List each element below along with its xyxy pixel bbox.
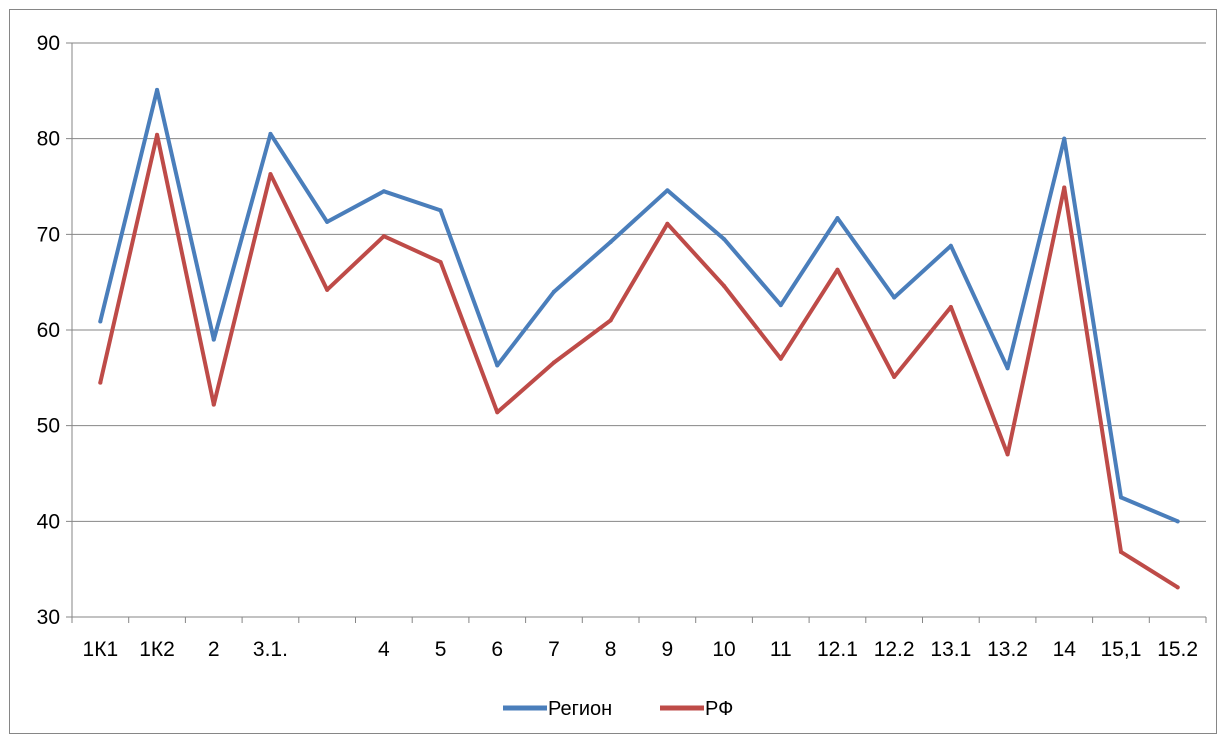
x-tick-label: 11 <box>770 638 792 661</box>
x-tick-labels: 1К1 1К2 2 3.1. 4 5 6 7 8 9 10 11 12.1 12.2 13.1 13.2 14 1… <box>71 617 1207 661</box>
x-tick-label: 3.1. <box>253 638 288 661</box>
series-line-2 <box>98 132 1180 590</box>
data-point <box>211 337 216 342</box>
legend-item-1: Регион <box>503 698 612 720</box>
series-2 <box>98 132 1180 590</box>
legend-label: РФ <box>705 698 733 720</box>
data-point <box>438 260 443 265</box>
data-point <box>1062 136 1067 141</box>
data-point <box>495 410 500 415</box>
x-tick-label: 10 <box>712 638 735 661</box>
data-point <box>1118 549 1123 554</box>
data-point <box>665 221 670 226</box>
x-tick-label: 7 <box>548 638 560 661</box>
y-tick-label: 70 <box>37 223 60 246</box>
data-point <box>948 243 953 248</box>
legend-item-2: РФ <box>660 698 733 720</box>
y-tick-label: 40 <box>37 510 60 533</box>
series-1 <box>98 87 1180 524</box>
x-tick-label: 2 <box>208 638 220 661</box>
data-point <box>155 87 160 92</box>
x-tick-label: 13.1 <box>930 638 971 661</box>
data-point <box>835 267 840 272</box>
series-lines <box>98 87 1180 590</box>
data-point <box>381 189 386 194</box>
x-tick-label: 13.2 <box>987 638 1028 661</box>
x-tick-label: 1К1 <box>83 638 119 661</box>
data-point <box>1005 366 1010 371</box>
data-point <box>1118 495 1123 500</box>
y-tick-label: 50 <box>37 415 60 438</box>
data-point <box>211 402 216 407</box>
series-line-1 <box>98 87 1180 524</box>
data-point <box>551 289 556 294</box>
data-point <box>438 208 443 213</box>
x-tick-label: 15,1 <box>1101 638 1142 661</box>
data-point <box>778 356 783 361</box>
x-tick-label: 12.1 <box>817 638 858 661</box>
data-point <box>325 287 330 292</box>
legend-label: Регион <box>548 698 612 720</box>
data-point <box>892 374 897 379</box>
y-tick-label: 90 <box>37 32 60 55</box>
data-point <box>98 319 103 324</box>
data-point <box>892 295 897 300</box>
y-tick-label: 80 <box>37 128 60 151</box>
data-point <box>608 318 613 323</box>
data-point <box>381 234 386 239</box>
data-point <box>608 239 613 244</box>
data-point <box>268 172 273 177</box>
x-tick-label: 8 <box>605 638 617 661</box>
x-tick-label: 1К2 <box>139 638 175 661</box>
x-tick-label: 14 <box>1053 638 1077 661</box>
y-tick-label: 30 <box>37 606 60 629</box>
data-point <box>722 283 727 288</box>
data-point <box>155 132 160 137</box>
x-tick-label: 4 <box>378 638 390 661</box>
x-tick-label: 15.2 <box>1157 638 1198 661</box>
data-point <box>268 131 273 136</box>
data-point <box>778 303 783 308</box>
data-point <box>98 380 103 385</box>
data-point <box>495 363 500 368</box>
x-tick-label: 9 <box>662 638 674 661</box>
data-point <box>948 305 953 310</box>
y-tick-label: 60 <box>37 319 60 342</box>
x-tick-label: 12.2 <box>874 638 915 661</box>
x-tick-label: 5 <box>435 638 447 661</box>
x-tick-label: 6 <box>491 638 503 661</box>
data-point <box>551 360 556 365</box>
chart-frame <box>9 9 1217 734</box>
data-point <box>1175 585 1180 590</box>
data-point <box>722 237 727 242</box>
y-tick-labels: 30 40 50 60 70 80 90 <box>37 32 60 629</box>
data-point <box>1005 452 1010 457</box>
legend: Регион РФ <box>503 698 733 720</box>
data-point <box>835 216 840 221</box>
data-point <box>665 188 670 193</box>
data-point <box>1062 185 1067 190</box>
data-point <box>325 219 330 224</box>
data-point <box>1175 519 1180 524</box>
